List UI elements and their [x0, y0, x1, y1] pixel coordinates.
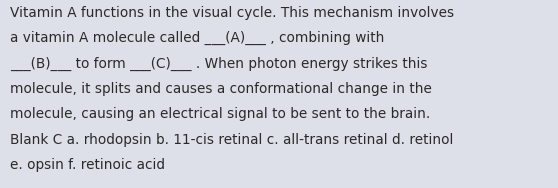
Text: e. opsin f. retinoic acid: e. opsin f. retinoic acid	[10, 158, 165, 172]
Text: Blank C a. rhodopsin b. 11-cis retinal c. all-trans retinal d. retinol: Blank C a. rhodopsin b. 11-cis retinal c…	[10, 133, 454, 146]
Text: a vitamin A molecule called ___(A)___ , combining with: a vitamin A molecule called ___(A)___ , …	[10, 31, 384, 45]
Text: ___(B)___ to form ___(C)___ . When photon energy strikes this: ___(B)___ to form ___(C)___ . When photo…	[10, 56, 427, 70]
Text: molecule, causing an electrical signal to be sent to the brain.: molecule, causing an electrical signal t…	[10, 107, 430, 121]
Text: Vitamin A functions in the visual cycle. This mechanism involves: Vitamin A functions in the visual cycle.…	[10, 6, 454, 20]
Text: molecule, it splits and causes a conformational change in the: molecule, it splits and causes a conform…	[10, 82, 432, 96]
